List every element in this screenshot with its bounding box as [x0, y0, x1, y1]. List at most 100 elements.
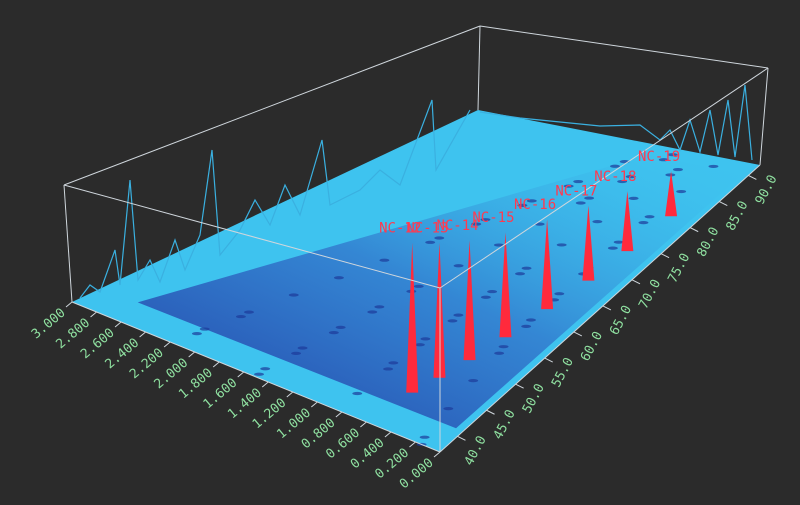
spot — [607, 246, 618, 250]
y-tick — [139, 331, 146, 338]
peak-label: NC-19 — [638, 149, 680, 165]
spot — [525, 318, 536, 322]
y-tick — [286, 391, 294, 398]
spot — [526, 199, 537, 203]
peak — [499, 232, 512, 338]
box-edge — [439, 67, 769, 289]
peak-label: NC-16 — [514, 197, 556, 213]
spot — [328, 331, 339, 335]
x-tick — [719, 201, 728, 206]
spot — [471, 222, 482, 226]
spot — [254, 372, 265, 376]
spot — [425, 240, 436, 244]
spot — [493, 243, 504, 247]
spot — [333, 276, 344, 280]
x-tick — [602, 305, 612, 311]
peak-label: NC-13 — [406, 221, 448, 237]
y-tick — [409, 441, 416, 448]
spot — [447, 319, 458, 323]
spot — [383, 367, 394, 371]
spot — [494, 351, 505, 355]
x-tick-label: 40.0 — [462, 434, 490, 469]
x-tick — [515, 383, 524, 389]
spot — [243, 310, 254, 314]
x-tick — [457, 435, 466, 441]
peak — [665, 171, 678, 217]
spot — [367, 310, 378, 314]
y-tick — [65, 301, 73, 308]
spot — [665, 173, 676, 177]
y-tick — [114, 321, 122, 328]
peak-label: NC-15 — [472, 210, 514, 226]
y-tick — [433, 451, 441, 458]
spot — [628, 196, 639, 200]
spot — [260, 367, 271, 371]
spot — [584, 196, 595, 200]
spot — [667, 153, 678, 157]
spot — [498, 345, 509, 349]
y-tick — [163, 341, 171, 348]
spot — [235, 314, 246, 319]
peak-label: NC-17 — [555, 184, 597, 200]
spot — [638, 221, 649, 225]
spot — [644, 215, 655, 219]
spot — [419, 435, 430, 439]
spot — [413, 284, 424, 288]
x-tick — [631, 279, 641, 285]
spot — [625, 174, 636, 179]
spot — [554, 292, 565, 296]
side-trace — [79, 99, 471, 299]
box-edge — [439, 164, 761, 453]
y-tick — [335, 411, 343, 418]
y-tick — [311, 401, 318, 408]
x-tick — [573, 331, 583, 337]
peak — [541, 219, 554, 310]
x-tick-label: 45.0 — [491, 407, 519, 442]
y-tick — [384, 431, 392, 438]
box-edge — [63, 25, 481, 186]
spot — [434, 236, 445, 240]
box-edge — [759, 67, 769, 166]
spot — [676, 189, 687, 194]
spot — [617, 179, 628, 184]
y-tick — [261, 381, 269, 388]
spot — [374, 305, 385, 309]
x-tick-label: 80.0 — [694, 225, 722, 260]
y-tick — [212, 361, 220, 368]
spot — [199, 327, 210, 331]
x-tick-label: 55.0 — [549, 355, 577, 390]
spot — [556, 243, 567, 247]
x-tick-label: 90.0 — [753, 173, 781, 208]
x-tick-label: 50.0 — [520, 381, 548, 416]
x-tick — [486, 409, 495, 415]
spot — [487, 289, 498, 294]
spot — [453, 313, 464, 317]
spot — [468, 379, 479, 383]
x-tick — [660, 253, 670, 259]
peak-label: NC-12 — [379, 221, 421, 237]
spot — [414, 343, 425, 347]
side-trace — [479, 84, 753, 161]
spot — [388, 361, 399, 365]
spot — [521, 324, 532, 328]
spot — [563, 184, 574, 188]
peak — [621, 191, 634, 252]
x-tick — [748, 174, 757, 180]
y-tick — [188, 351, 195, 358]
peak — [406, 242, 419, 393]
spot — [297, 346, 308, 350]
peak — [433, 242, 446, 378]
y-tick — [360, 421, 367, 428]
spot — [480, 218, 491, 222]
peak — [582, 205, 595, 281]
x-tick-label: 60.0 — [578, 329, 606, 364]
spot — [521, 266, 532, 270]
box-edge — [477, 25, 481, 111]
x-tick — [544, 357, 553, 363]
spot — [291, 351, 302, 355]
spot — [191, 332, 202, 336]
peak — [463, 240, 476, 361]
x-tick-label: 85.0 — [724, 199, 752, 234]
